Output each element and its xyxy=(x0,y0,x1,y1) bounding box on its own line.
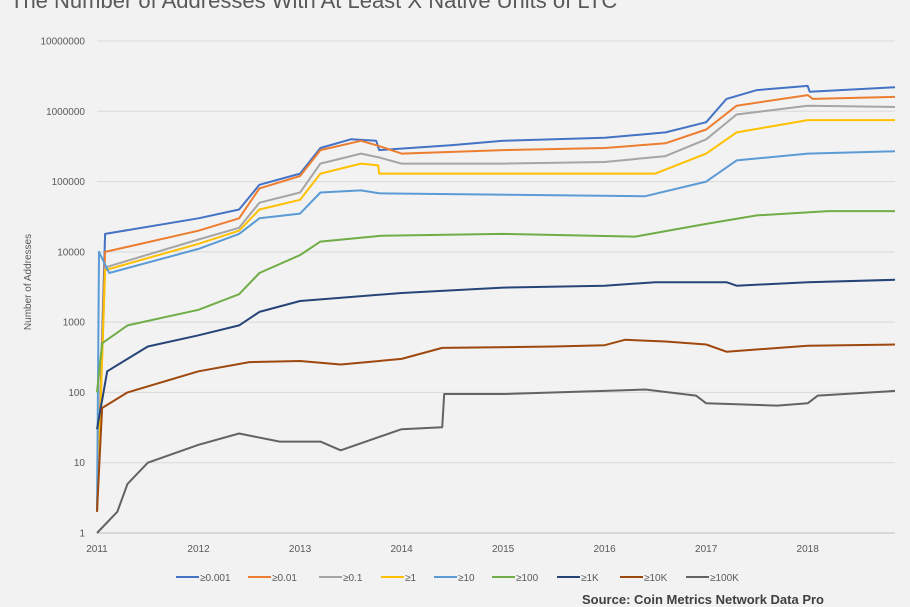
y-tick-label: 1000 xyxy=(63,318,86,329)
y-tick-label: 100 xyxy=(68,388,85,399)
legend-label: ≥0.1 xyxy=(343,573,363,584)
legend-label: ≥10 xyxy=(458,573,475,584)
y-tick-label: 1000000 xyxy=(46,107,85,118)
legend-label: ≥0.001 xyxy=(200,573,231,584)
legend-item: ≥1 xyxy=(381,573,416,584)
legend-item: ≥0.001 xyxy=(176,573,231,584)
legend-label: ≥1 xyxy=(405,573,416,584)
legend-item: ≥100K xyxy=(686,573,739,584)
x-tick-label: 2012 xyxy=(187,544,210,555)
series-line-≥0.01 xyxy=(96,94,896,512)
series-line-≥0.001 xyxy=(96,84,896,512)
source-note: Source: Coin Metrics Network Data Pro xyxy=(582,592,824,607)
y-axis-label: Number of Addresses xyxy=(23,234,34,330)
y-tick-label: 1 xyxy=(79,529,85,540)
x-tick-label: 2018 xyxy=(797,544,820,555)
series-line-≥1 xyxy=(96,119,895,512)
x-axis-ticks: 2011 2012 2013 2014 2015 2016 2017 2018 xyxy=(86,544,819,555)
series-lines xyxy=(96,84,896,534)
legend-label: ≥100 xyxy=(516,573,539,584)
x-tick-label: 2017 xyxy=(695,544,718,555)
legend-label: ≥1K xyxy=(581,573,599,584)
legend-item: ≥10K xyxy=(620,573,668,584)
series-line-≥1K xyxy=(96,278,896,430)
y-tick-label: 10000 xyxy=(57,247,85,258)
legend-item: ≥0.01 xyxy=(248,573,297,584)
legend-item: ≥0.1 xyxy=(319,573,363,584)
series-line-≥100K xyxy=(96,388,896,534)
y-tick-label: 10 xyxy=(74,458,86,469)
legend-label: ≥10K xyxy=(644,573,668,584)
chart-title: The Number of Addresses With At Least X … xyxy=(10,0,618,13)
series-line-≥10 xyxy=(96,150,896,512)
legend-item: ≥10 xyxy=(434,573,475,584)
legend-label: ≥100K xyxy=(710,573,739,584)
legend: ≥0.001 ≥0.01 ≥0.1 ≥1 ≥10 ≥100 ≥1K ≥10K ≥100K xyxy=(176,573,739,584)
legend-label: ≥0.01 xyxy=(272,573,297,584)
x-tick-label: 2015 xyxy=(492,544,515,555)
legend-item: ≥100 xyxy=(492,573,539,584)
x-tick-label: 2011 xyxy=(86,544,108,555)
x-tick-label: 2014 xyxy=(390,544,413,555)
x-tick-label: 2016 xyxy=(594,544,617,555)
x-tick-label: 2013 xyxy=(289,544,312,555)
y-tick-label: 100000 xyxy=(52,177,86,188)
series-line-≥10K xyxy=(96,338,896,512)
y-tick-label: 10000000 xyxy=(41,37,86,48)
series-line-≥100 xyxy=(96,210,895,393)
y-axis-ticks: 1 10 100 1000 10000 100000 1000000 10000000 xyxy=(41,37,86,540)
series-line-≥0.1 xyxy=(96,104,896,512)
legend-item: ≥1K xyxy=(557,573,599,584)
